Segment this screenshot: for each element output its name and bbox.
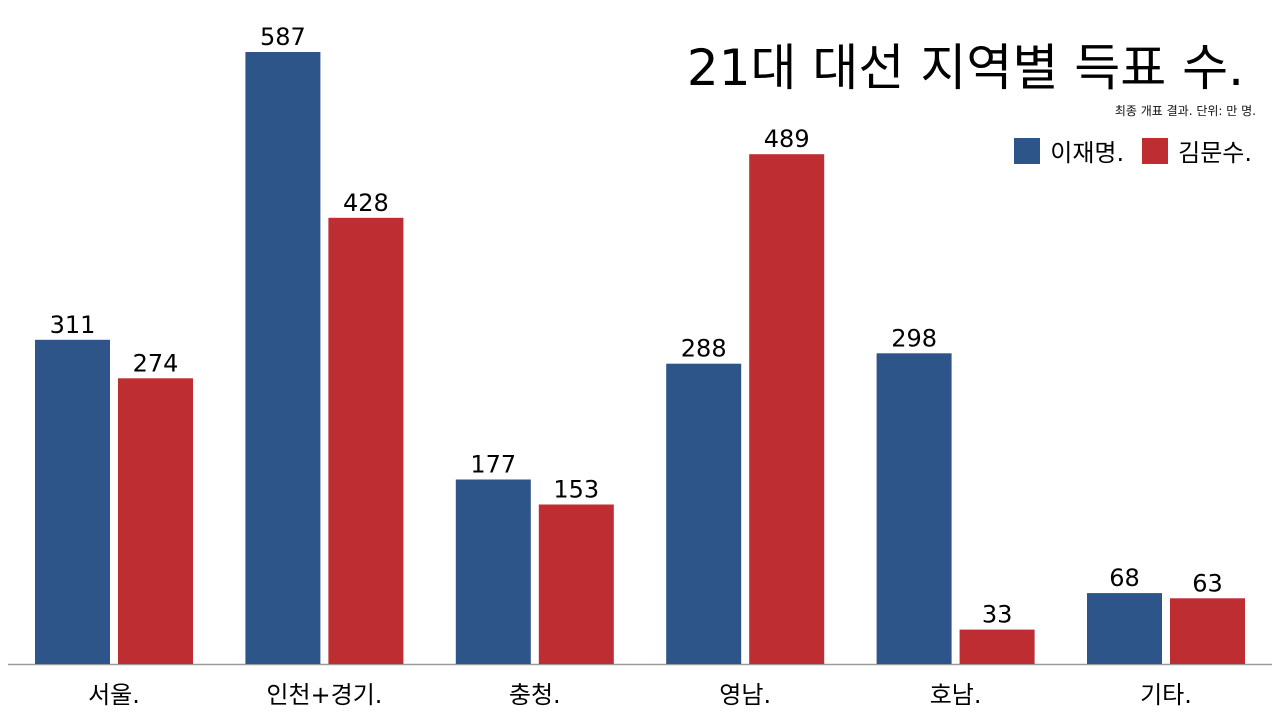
legend-item-series-2: 김문수. [1142, 133, 1252, 168]
x-tick-label-6: 기타. [1140, 681, 1192, 709]
data-label-series-2-cat-2: 428 [343, 189, 389, 217]
legend-swatch-series-2 [1142, 137, 1169, 164]
data-label-series-1-cat-1: 311 [50, 311, 96, 339]
bar-series-2-cat-1 [118, 378, 193, 664]
data-label-series-1-cat-6: 68 [1109, 564, 1140, 592]
bar-series-1-cat-3 [455, 479, 531, 664]
bar-series-2-cat-2 [328, 217, 404, 665]
legend-swatch-series-1 [1014, 137, 1041, 164]
x-tick-label-1: 서울. [88, 681, 140, 709]
data-label-series-1-cat-3: 177 [470, 451, 516, 479]
bar-series-1-cat-1 [35, 339, 110, 664]
data-label-series-1-cat-5: 298 [891, 324, 937, 352]
data-label-series-1-cat-2: 587 [260, 23, 306, 51]
data-label-series-2-cat-6: 63 [1192, 569, 1223, 597]
legend: 이재명. 김문수. [1014, 133, 1252, 168]
data-label-series-2-cat-4: 489 [764, 125, 810, 153]
bar-series-1-cat-6 [1087, 593, 1162, 664]
bar-series-2-cat-3 [538, 504, 614, 664]
x-tick-label-5: 호남. [930, 681, 982, 709]
data-label-series-2-cat-1: 274 [133, 349, 179, 377]
bar-series-2-cat-5 [959, 629, 1035, 664]
data-label-series-2-cat-3: 153 [553, 476, 599, 504]
chart-subtitle: 최종 개표 결과. 단위: 만 명. [1114, 104, 1256, 118]
x-tick-label-2: 인천+경기. [266, 681, 382, 709]
x-tick-label-3: 충청. [509, 681, 561, 709]
bar-series-1-cat-5 [876, 353, 952, 664]
x-tick-label-4: 영남. [719, 681, 771, 709]
data-label-series-2-cat-5: 33 [982, 601, 1013, 629]
bar-series-1-cat-4 [666, 363, 742, 664]
legend-item-series-1: 이재명. [1014, 133, 1124, 168]
chart-title: 21대 대선 지역별 득표 수. [686, 39, 1244, 97]
bar-series-1-cat-2 [245, 52, 321, 664]
legend-label-series-2: 김문수. [1178, 139, 1252, 167]
data-label-series-1-cat-4: 288 [681, 335, 727, 363]
bar-series-2-cat-4 [749, 154, 825, 664]
bar-series-2-cat-6 [1170, 598, 1245, 664]
legend-label-series-1: 이재명. [1050, 139, 1125, 167]
